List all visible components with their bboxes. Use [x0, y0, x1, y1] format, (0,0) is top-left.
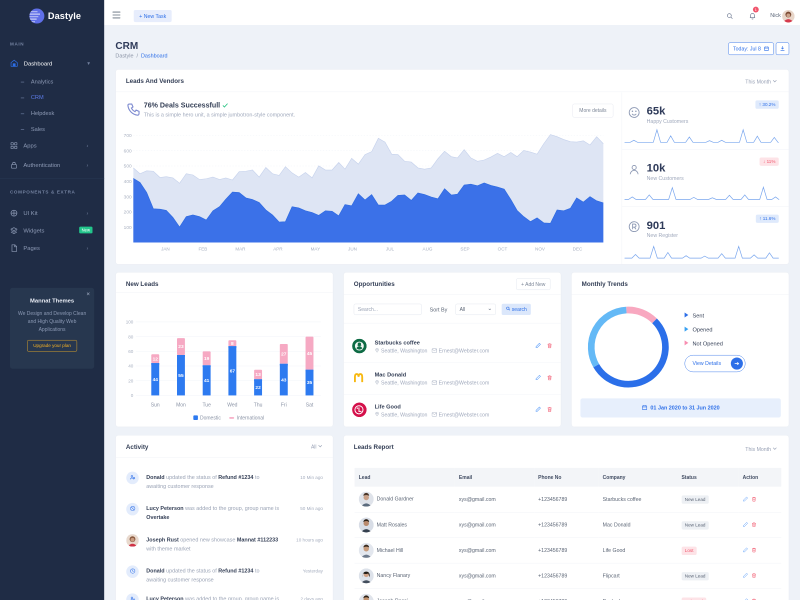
svg-text:SEP: SEP: [460, 246, 469, 251]
svg-text:Thu: Thu: [254, 402, 263, 408]
svg-text:80: 80: [128, 334, 134, 339]
svg-text:43: 43: [281, 377, 287, 383]
svg-text:40: 40: [128, 364, 134, 369]
svg-text:12: 12: [153, 356, 159, 362]
svg-text:MAY: MAY: [311, 246, 321, 251]
svg-text:55: 55: [178, 373, 184, 379]
svg-text:JUL: JUL: [386, 246, 395, 251]
svg-text:19: 19: [204, 356, 210, 362]
svg-text:20: 20: [128, 378, 134, 383]
svg-text:22: 22: [255, 385, 261, 391]
svg-text:45: 45: [307, 351, 313, 357]
svg-text:Domestic: Domestic: [200, 416, 221, 422]
svg-text:700: 700: [124, 133, 132, 139]
svg-text:Wed: Wed: [227, 402, 237, 408]
svg-text:OCT: OCT: [498, 246, 508, 251]
svg-text:MAR: MAR: [235, 246, 246, 251]
svg-text:DEC: DEC: [573, 246, 583, 251]
svg-text:Sat: Sat: [306, 402, 314, 408]
svg-text:35: 35: [307, 380, 313, 386]
svg-text:400: 400: [124, 179, 132, 185]
svg-text:41: 41: [204, 378, 210, 384]
svg-text:67: 67: [230, 368, 236, 374]
svg-text:AUG: AUG: [423, 246, 433, 251]
svg-text:500: 500: [124, 164, 132, 170]
svg-text:44: 44: [153, 377, 159, 383]
svg-text:Mon: Mon: [176, 402, 186, 408]
svg-text:FEB: FEB: [198, 246, 207, 251]
svg-text:27: 27: [281, 352, 287, 358]
svg-text:8: 8: [231, 341, 234, 347]
svg-text:100: 100: [126, 320, 134, 325]
svg-text:200: 200: [124, 210, 132, 216]
svg-text:Tue: Tue: [202, 402, 211, 408]
svg-text:600: 600: [124, 148, 132, 154]
svg-text:International: International: [237, 416, 265, 422]
svg-text:Fri: Fri: [281, 402, 287, 408]
svg-text:Sun: Sun: [151, 402, 160, 408]
svg-text:300: 300: [124, 194, 132, 200]
svg-text:100: 100: [124, 225, 132, 231]
svg-text:23: 23: [178, 344, 184, 350]
svg-text:APR: APR: [273, 246, 283, 251]
svg-text:13: 13: [255, 372, 261, 378]
svg-text:0: 0: [131, 393, 134, 398]
svg-text:JAN: JAN: [161, 246, 170, 251]
svg-text:NOV: NOV: [535, 246, 546, 251]
svg-text:60: 60: [128, 349, 134, 354]
svg-text:JUN: JUN: [348, 246, 357, 251]
